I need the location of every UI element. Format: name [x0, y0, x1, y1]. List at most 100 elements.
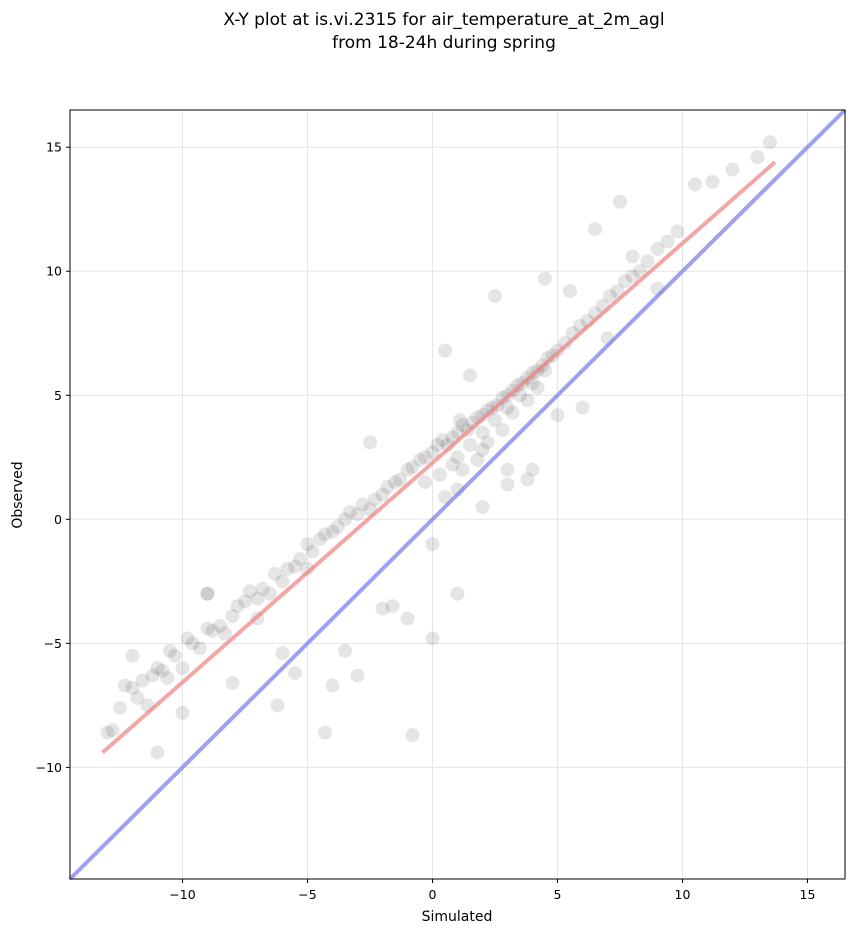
scatter-point: [650, 241, 665, 256]
scatter-point: [425, 631, 440, 646]
scatter-point: [313, 532, 327, 547]
scatter-point: [520, 472, 535, 487]
scatter-point: [150, 745, 165, 760]
scatter-point: [430, 437, 445, 452]
scatter-point: [318, 725, 332, 740]
scatter-point: [168, 648, 182, 663]
scatter-point: [640, 254, 655, 269]
scatter-point: [750, 150, 765, 165]
scatter-point: [155, 663, 170, 678]
scatter-point: [388, 475, 402, 490]
scatter-point: [305, 544, 320, 559]
y-axis-ticks: −10 −5 0 5 10 15: [36, 140, 70, 775]
scatter-point: [530, 380, 545, 395]
scatter-point: [270, 698, 285, 713]
scatter-point: [293, 551, 307, 566]
x-tick-label: 15: [800, 887, 816, 902]
chart-title-line-1: X-Y plot at is.vi.2315 for air_temperatu…: [223, 10, 664, 30]
scatter-point: [463, 437, 477, 452]
scatter-point: [475, 408, 490, 423]
scatter-point: [385, 599, 400, 614]
scatter-point: [438, 343, 452, 358]
scatter-point: [180, 631, 195, 646]
scatter-point: [113, 700, 127, 715]
scatter-point: [525, 462, 540, 477]
y-tick-label: 5: [54, 388, 62, 403]
scatter-point: [538, 271, 552, 286]
scatter-point: [200, 586, 215, 601]
scatter-point: [633, 264, 647, 279]
scatter-point: [250, 591, 265, 606]
scatter-point: [625, 269, 640, 284]
scatter-point: [193, 641, 207, 656]
scatter-point: [763, 135, 777, 150]
scatter-point: [705, 174, 720, 189]
scatter-point: [500, 477, 515, 492]
scatter-point: [603, 289, 617, 304]
scatter-point: [325, 524, 340, 539]
y-tick-label: 15: [46, 140, 62, 155]
scatter-point: [488, 289, 502, 304]
scatter-point: [330, 519, 345, 534]
x-tick-label: 0: [429, 887, 437, 902]
scatter-point: [225, 676, 240, 691]
scatter-point: [558, 336, 572, 351]
scatter-point: [343, 504, 357, 519]
scatter-point: [225, 609, 240, 624]
scatter-point: [200, 621, 215, 636]
scatter-point: [418, 475, 432, 490]
scatter-point: [255, 581, 270, 596]
scatter-point: [425, 537, 440, 552]
scatter-point: [563, 284, 577, 299]
scatter-point: [435, 432, 450, 447]
scatter-point: [513, 388, 527, 403]
x-tick-label: −10: [169, 887, 195, 902]
scatter-point: [230, 599, 245, 614]
fit-lines: [68, 108, 847, 881]
scatter-point: [495, 390, 510, 405]
scatter-point: [625, 249, 640, 264]
scatter-point: [125, 648, 140, 663]
scatter-point: [453, 413, 467, 428]
scatter-point: [175, 661, 190, 676]
scatter-point: [288, 559, 302, 574]
scatter-point: [145, 668, 160, 683]
y-tick-label: −10: [36, 760, 62, 775]
x-axis-label: Simulated: [422, 909, 493, 925]
chart-title-line-2: from 18-24h during spring: [332, 33, 556, 53]
scatter-point: [450, 586, 465, 601]
scatter-point: [475, 499, 490, 514]
scatter-point: [520, 393, 535, 408]
scatter-point: [350, 507, 365, 522]
scatter-point: [438, 489, 452, 504]
scatter-point: [150, 661, 165, 676]
scatter-point: [185, 636, 200, 651]
scatter-point: [318, 527, 332, 542]
scatter-point: [400, 462, 415, 477]
scatter-point: [275, 574, 290, 589]
scatter-point: [200, 586, 215, 601]
scatter-point: [660, 234, 675, 249]
x-tick-label: 10: [675, 887, 691, 902]
scatter-point: [455, 418, 470, 433]
scatter-point: [288, 666, 302, 681]
y-tick-label: 10: [46, 264, 62, 279]
y-tick-label: 0: [54, 512, 62, 527]
scatter-point: [160, 671, 175, 686]
scatter-point: [363, 435, 377, 450]
scatter-point: [375, 601, 390, 616]
scatter-point: [588, 222, 602, 237]
scatter-point: [550, 408, 565, 423]
x-tick-label: 5: [554, 887, 562, 902]
scatter-point: [500, 462, 515, 477]
y-tick-label: −5: [44, 636, 62, 651]
scatter-point: [488, 413, 502, 428]
scatter-point: [418, 450, 432, 465]
plot-frame: [69, 109, 846, 880]
scatter-point: [455, 462, 470, 477]
scatter-point: [175, 705, 190, 720]
scatter-point: [540, 351, 555, 366]
scatter-point: [688, 177, 702, 192]
scatter-point: [405, 728, 420, 743]
